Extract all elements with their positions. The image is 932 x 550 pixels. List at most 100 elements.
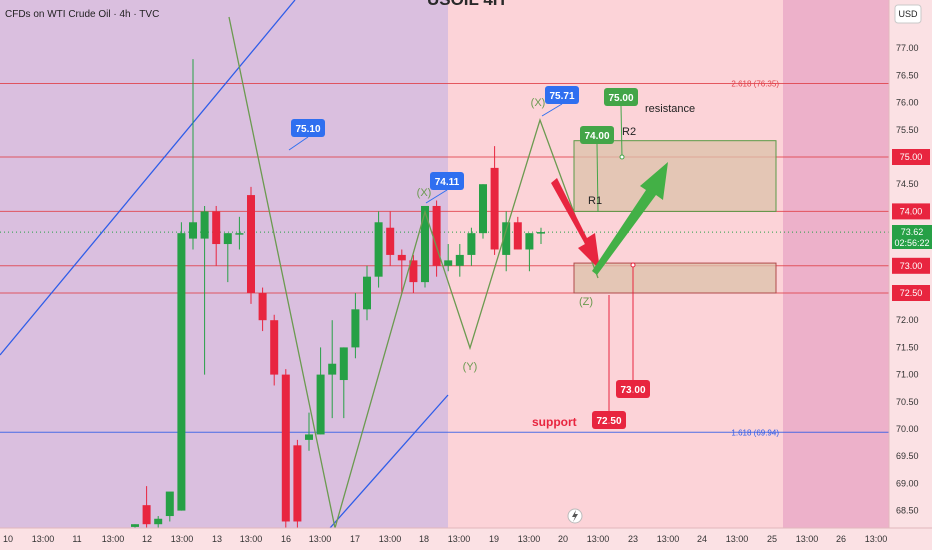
candle-body	[131, 524, 139, 527]
price-tick-label: 76.50	[896, 70, 919, 80]
fib-level-label: 1.618 (69.94)	[731, 428, 779, 437]
current-price-value: 73.62	[901, 227, 924, 237]
pattern-point-label: (Y)	[463, 361, 478, 373]
time-tick-label: 17	[350, 534, 360, 544]
candle-body	[281, 374, 290, 522]
time-tick-label: 13:00	[518, 534, 541, 544]
channel-lines	[0, 0, 449, 528]
time-tick-label: 18	[419, 534, 429, 544]
callout-peak2-box	[430, 172, 464, 190]
time-tick-label: 13:00	[587, 534, 610, 544]
candle-body	[142, 505, 151, 525]
candle-body	[351, 309, 360, 348]
time-tick-label: 13	[212, 534, 222, 544]
callout-r2-target-text: 75.00	[608, 93, 633, 104]
callout-r2-target-pointer	[620, 105, 623, 158]
wxyxz-pattern-line	[228, 16, 599, 528]
candle-body	[189, 222, 197, 239]
candle-body	[328, 363, 337, 375]
candle-body	[502, 222, 511, 255]
time-tick-label: 19	[489, 534, 499, 544]
candle-body	[455, 254, 464, 266]
axis-price-badge-text: 75.00	[900, 152, 923, 162]
time-tick-label: 11	[72, 534, 81, 544]
axis-price-badge	[892, 285, 930, 301]
candle-body	[490, 167, 499, 250]
currency-label: USD	[898, 9, 918, 19]
price-tick-label: 70.00	[896, 424, 919, 434]
price-tick-label: 75.50	[896, 125, 919, 135]
symbol-info: CFDs on WTI Crude Oil · 4h · TVC	[5, 9, 159, 20]
s1-anchor-dot	[630, 262, 636, 268]
callout-peak1-text: 75.10	[295, 124, 320, 135]
candle-body	[316, 374, 325, 435]
time-tick-label: 13:00	[379, 534, 402, 544]
candle-body	[374, 222, 383, 277]
resistance-zone	[573, 140, 777, 212]
pattern-point-label: (X)	[417, 187, 432, 199]
callout-peak2-pointer	[425, 189, 448, 204]
candle-body	[247, 195, 255, 293]
time-tick-label: 13:00	[309, 534, 332, 544]
price-tick-label: 71.00	[896, 370, 919, 380]
candle-body	[479, 184, 487, 234]
projection-arrows	[551, 162, 668, 275]
time-tick-label: 10	[3, 534, 13, 544]
chart-title: USOIL 4H	[427, 0, 505, 9]
channel-lower-line	[329, 394, 449, 528]
candle-body	[235, 233, 244, 235]
callout-peak3-pointer	[541, 103, 563, 117]
callout-r2-target-box	[604, 88, 638, 106]
time-tick-label: 13:00	[171, 534, 194, 544]
callout-r1-target-text: 74.00	[584, 131, 609, 142]
callout-r1-target-pointer	[596, 143, 599, 213]
time-tick-label: 13:00	[240, 534, 263, 544]
bearish-arrow	[551, 178, 600, 270]
candle-body	[386, 227, 395, 255]
zones	[573, 140, 777, 294]
currency-button[interactable]: USD	[894, 4, 922, 24]
candle-body	[223, 233, 232, 245]
candle-body	[258, 293, 267, 321]
candle-body	[444, 260, 453, 266]
callout-peak1-pointer	[288, 136, 309, 151]
price-tick-label: 74.50	[896, 179, 919, 189]
candle-body	[339, 347, 348, 381]
current-price-badge: 73.62 02:56:22	[892, 225, 932, 249]
time-tick-label: 24	[697, 534, 707, 544]
candle-body	[165, 491, 174, 517]
price-tick-label: 71.50	[896, 342, 919, 352]
time-tick-label: 13:00	[32, 534, 55, 544]
lightning-icon[interactable]	[567, 508, 583, 524]
future-highlight-region	[783, 0, 889, 528]
channel-upper-line	[0, 0, 296, 356]
price-tick-label: 69.50	[896, 451, 919, 461]
candle-body	[525, 233, 534, 250]
candle-body	[177, 233, 186, 511]
bullish-arrow	[592, 162, 668, 275]
candle-body	[432, 205, 441, 266]
callout-peak3-box	[545, 86, 579, 104]
candle-body	[293, 445, 302, 522]
price-tick-label: 69.00	[896, 478, 919, 488]
time-tick-label: 16	[281, 534, 291, 544]
price-tick-label: 70.50	[896, 397, 919, 407]
time-tick-label: 13:00	[865, 534, 888, 544]
r2-anchor-dot	[619, 154, 625, 160]
candle-body	[397, 254, 406, 261]
candle-body	[200, 211, 209, 239]
resistance-label: resistance	[645, 103, 695, 115]
candle-body	[154, 518, 163, 525]
axis-price-badge-text: 72.50	[900, 288, 923, 298]
time-tick-label: 23	[628, 534, 638, 544]
r1-label: R1	[588, 195, 602, 207]
candle-body	[363, 276, 371, 310]
pattern-point-label: (X)	[531, 97, 546, 109]
fib-level-label: 2.618 (76.35)	[731, 80, 779, 89]
axis-price-badge	[892, 257, 930, 274]
time-tick-label: 20	[558, 534, 568, 544]
time-tick-label: 12	[142, 534, 152, 544]
price-tick-label: 77.00	[896, 43, 919, 53]
callout-peak2-text: 74.11	[435, 177, 460, 188]
